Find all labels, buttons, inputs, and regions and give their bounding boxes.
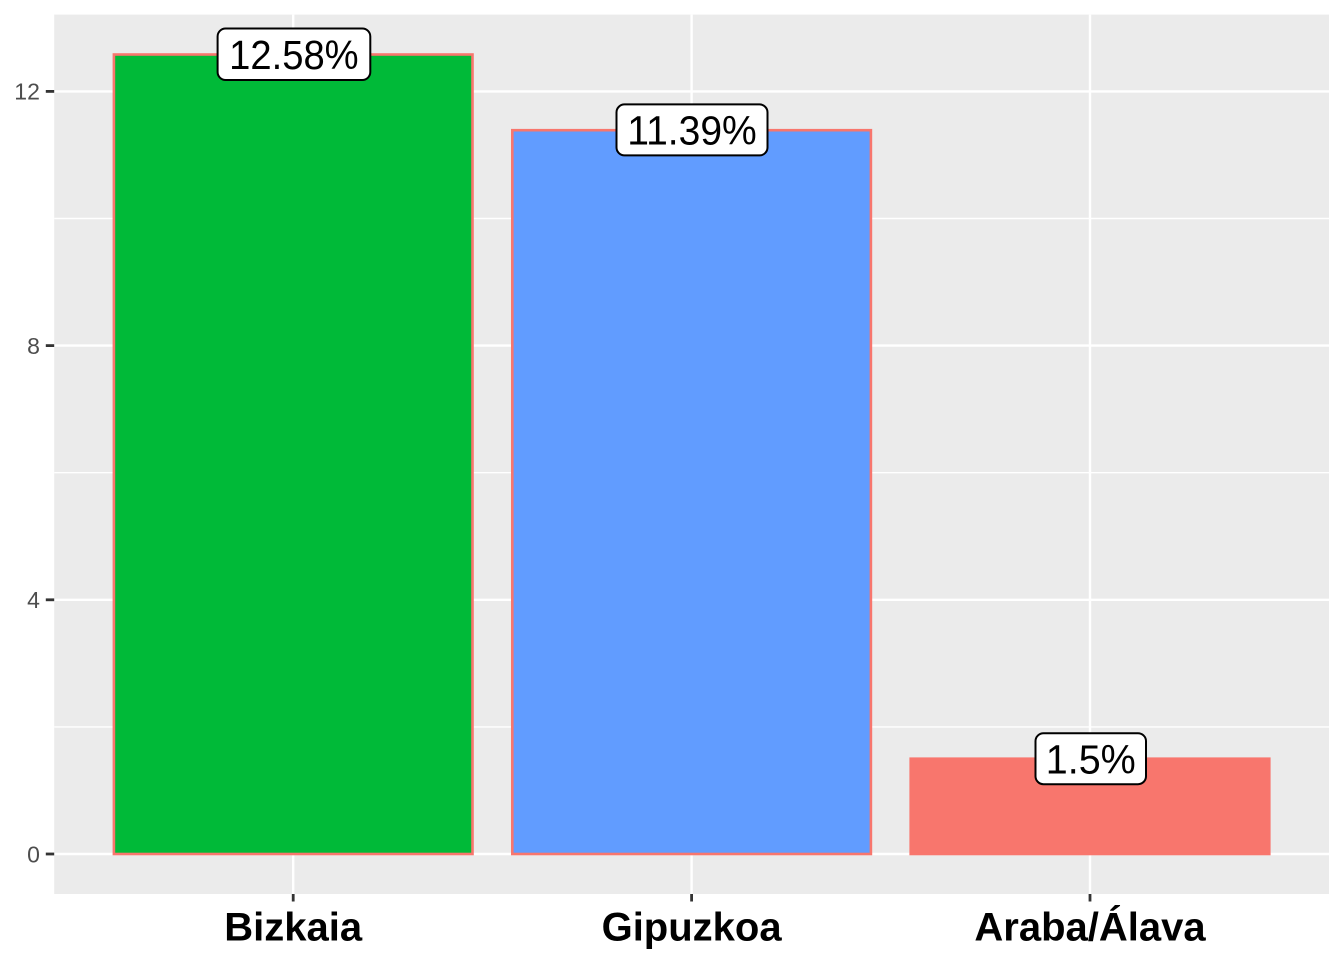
svg-text:12.58%: 12.58% — [229, 32, 359, 78]
svg-text:8: 8 — [27, 333, 40, 359]
svg-text:0: 0 — [27, 841, 40, 867]
svg-text:Gipuzkoa: Gipuzkoa — [602, 906, 783, 950]
svg-text:11.39%: 11.39% — [627, 108, 757, 154]
svg-text:Araba/Álava: Araba/Álava — [974, 905, 1206, 950]
svg-text:12: 12 — [14, 79, 40, 105]
svg-text:1.5%: 1.5% — [1046, 736, 1136, 782]
svg-text:Bizkaia: Bizkaia — [224, 906, 363, 950]
svg-text:4: 4 — [27, 587, 40, 613]
